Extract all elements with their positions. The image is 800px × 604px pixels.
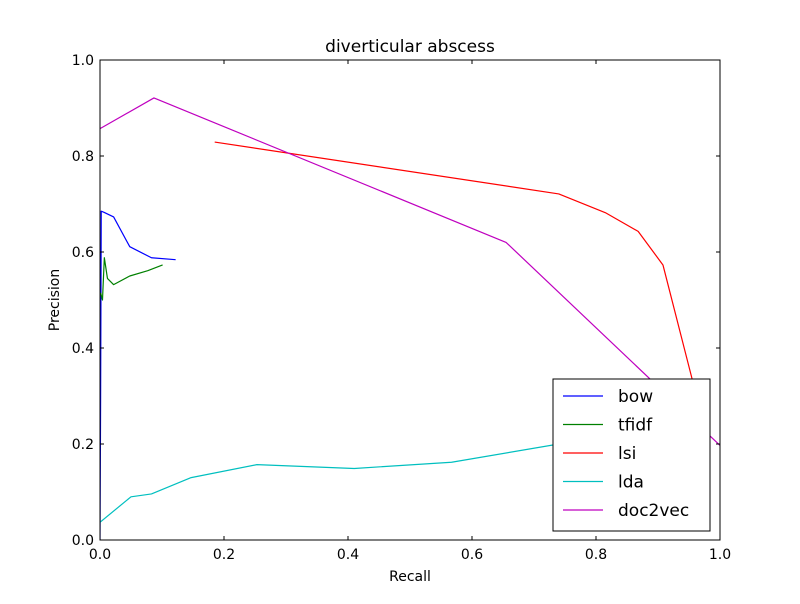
legend: bow tfidf lsi lda doc2vec (552, 378, 711, 532)
series-line-lsi (214, 141, 699, 404)
plot-frame (99, 59, 721, 541)
y-tick-label: 0.6 (72, 245, 94, 261)
series-group (100, 97, 720, 540)
y-tick-label: 1.0 (72, 53, 94, 69)
legend-items: bow tfidf lsi lda doc2vec (563, 387, 689, 521)
legend-label-lda: lda (618, 473, 644, 493)
x-tick-label: 0.0 (89, 547, 111, 563)
x-tick-label: 1.0 (709, 547, 731, 563)
legend-label-tfidf: tfidf (618, 416, 653, 436)
series-line-doc2vec (100, 97, 720, 446)
chart-title: diverticular abscess (325, 37, 495, 57)
y-axis-label: Precision (47, 269, 63, 331)
y-tick-label: 0.2 (72, 437, 94, 453)
x-tick-label: 0.2 (213, 547, 235, 563)
legend-label-bow: bow (618, 387, 653, 407)
series-line-lda (100, 441, 590, 523)
plot-area (99, 59, 721, 541)
legend-label-doc2vec: doc2vec (618, 501, 689, 521)
y-tick-label: 0.4 (72, 341, 94, 357)
y-axis: 0.0 0.2 0.4 0.6 0.8 1.0 (72, 53, 720, 549)
x-axis-label: Recall (389, 569, 431, 585)
series-line-tfidf (100, 257, 163, 301)
x-tick-label: 0.8 (585, 547, 607, 563)
y-tick-label: 0.8 (72, 149, 94, 165)
y-tick-label: 0.0 (72, 533, 94, 549)
series-line-bow (100, 210, 176, 540)
x-tick-label: 0.6 (461, 547, 483, 563)
x-tick-label: 0.4 (337, 547, 359, 563)
x-axis: 0.0 0.2 0.4 0.6 0.8 1.0 (89, 60, 731, 563)
legend-box (552, 378, 711, 532)
legend-label-lsi: lsi (618, 444, 636, 464)
